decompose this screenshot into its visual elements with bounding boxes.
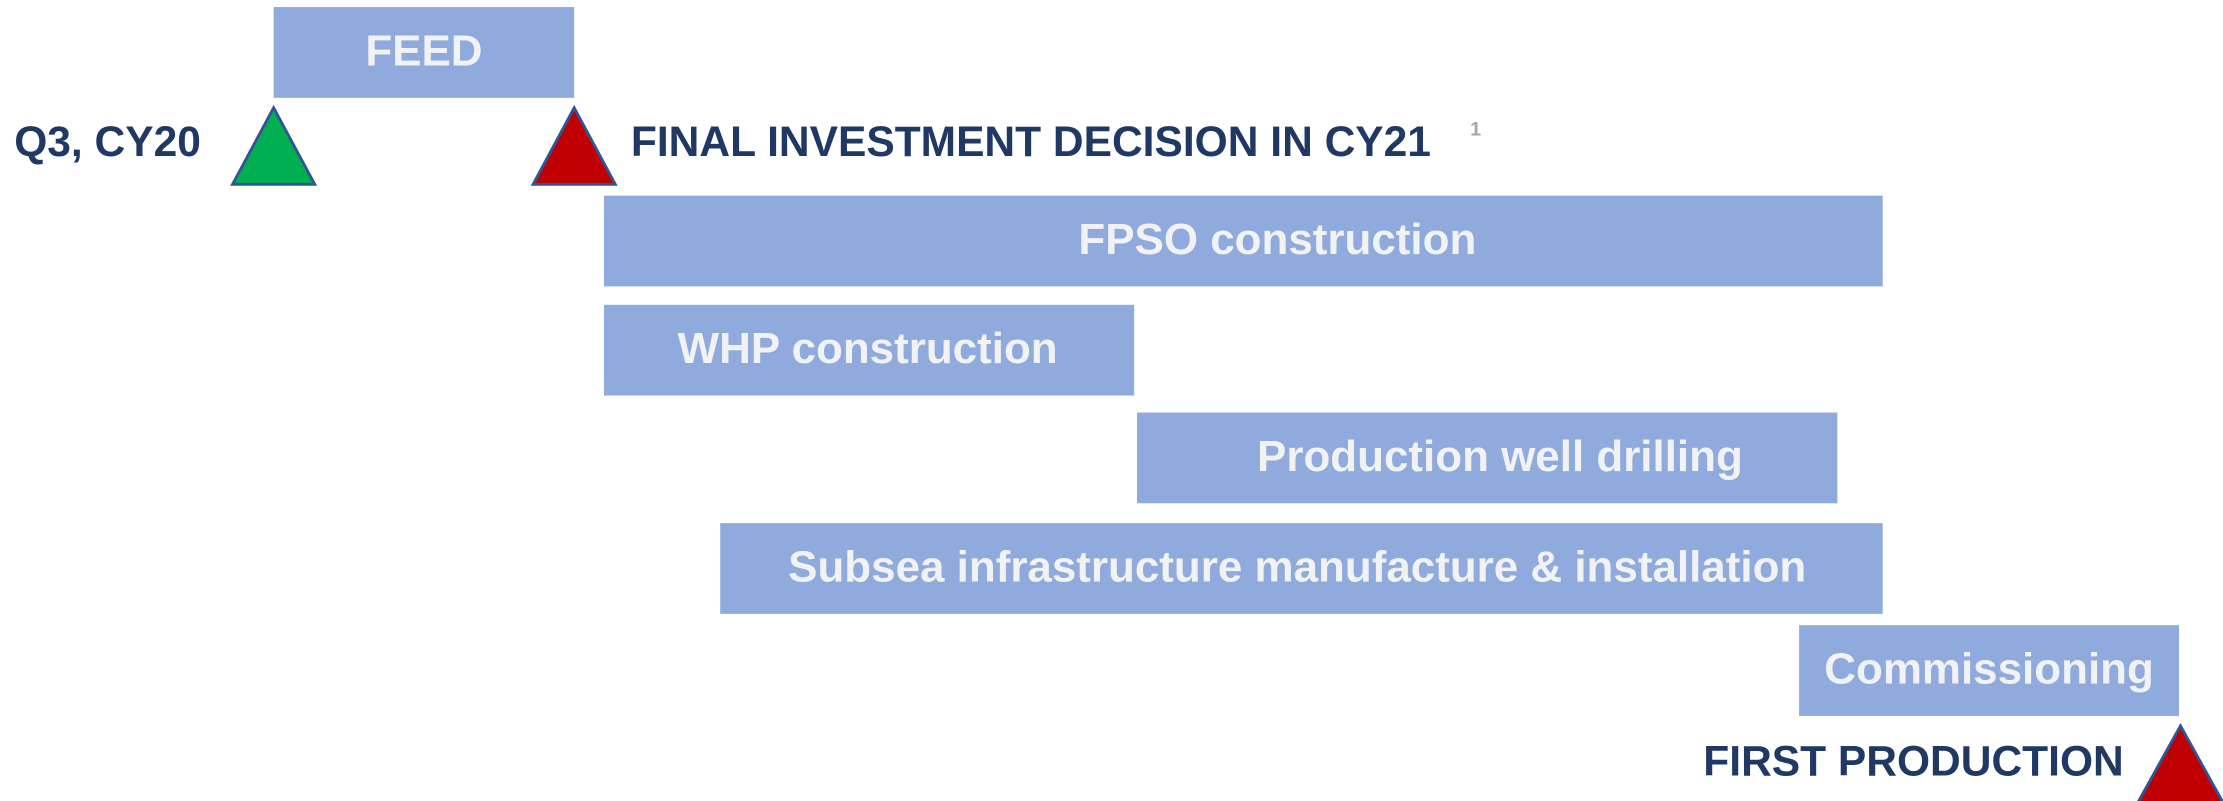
milestone-label: Q3, CY20 (14, 118, 201, 166)
footnote-marker: 1 (1470, 119, 1481, 141)
bar-label: FEED (365, 26, 482, 75)
milestone-label: FIRST PRODUCTION (1703, 737, 2123, 785)
bar (603, 195, 1883, 287)
bar-label: FPSO construction (1078, 215, 1476, 264)
bar (273, 7, 575, 98)
milestone-triangle (530, 104, 618, 186)
bar (1137, 412, 1838, 504)
bar (1799, 625, 2180, 716)
bar (720, 523, 1883, 614)
milestone-label: FINAL INVESTMENT DECISION IN CY21 (631, 118, 1431, 166)
bar-label: WHP construction (678, 324, 1058, 373)
milestone-triangle (230, 104, 318, 186)
milestone-triangle (2137, 722, 2223, 801)
bar-label: Subsea infrastructure manufacture & inst… (788, 543, 1806, 592)
bar-label: Commissioning (1824, 645, 2154, 694)
bar (603, 304, 1135, 396)
bar-label: Production well drilling (1257, 432, 1743, 481)
